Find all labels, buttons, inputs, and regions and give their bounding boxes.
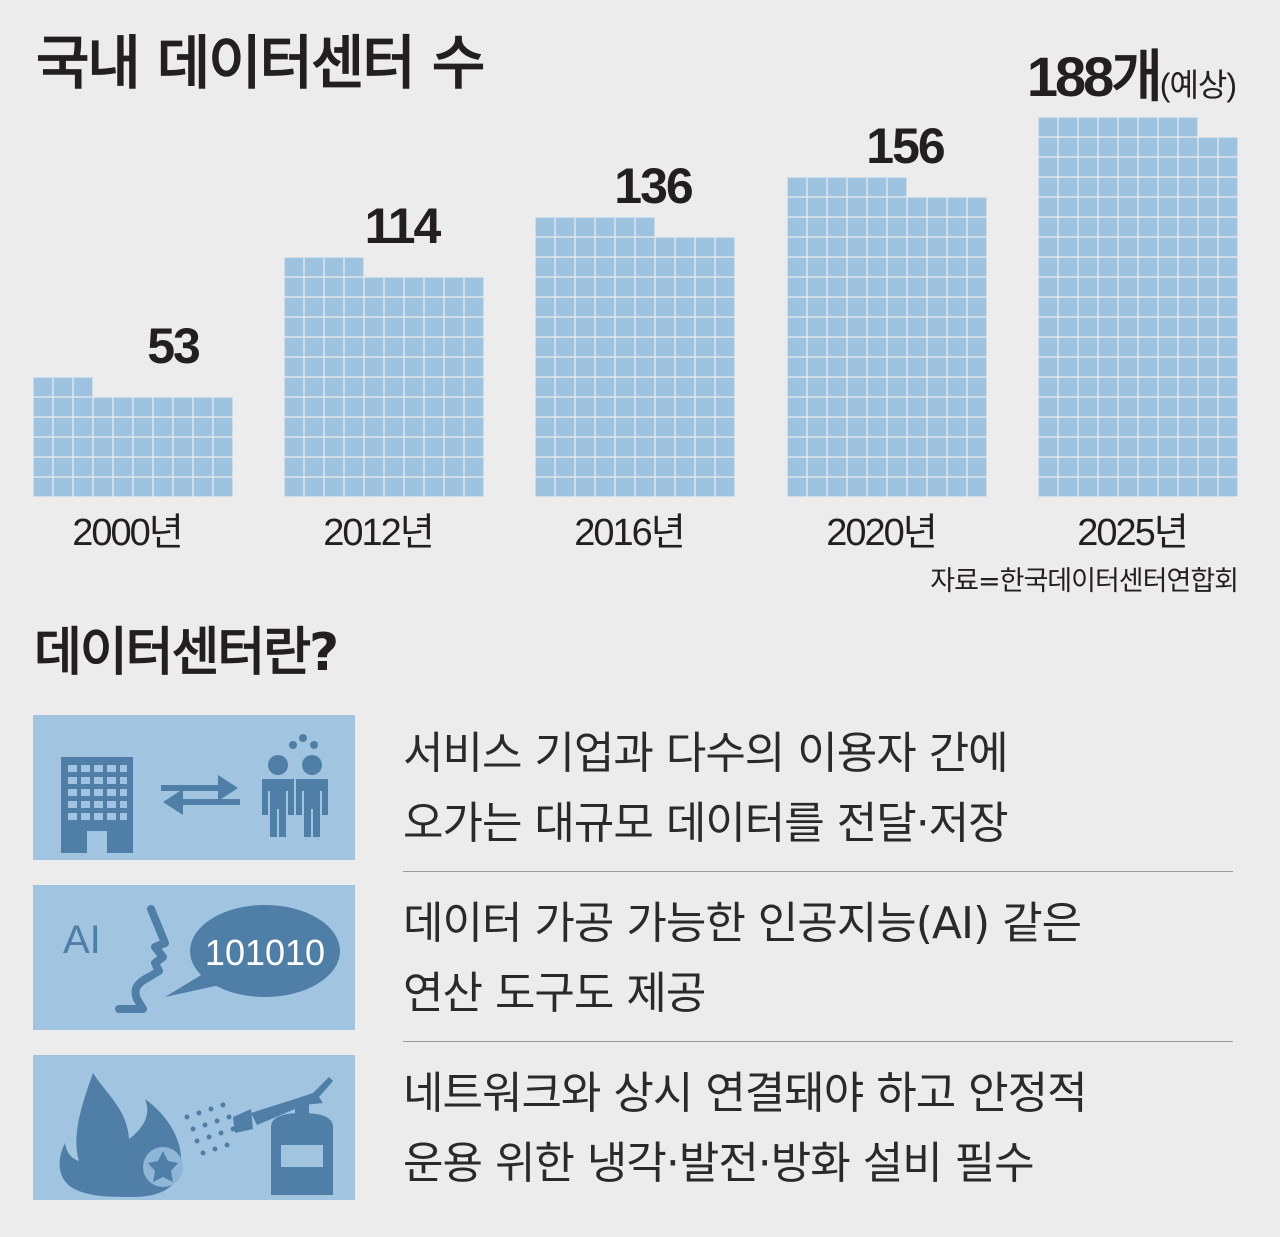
- ai-speech-icon: AI 101010: [63, 905, 340, 1013]
- value-label: 53: [147, 318, 199, 374]
- feature-data-exchange: 서비스 기업과 다수의 이용자 간에 오가는 대규모 데이터를 전달·저장: [33, 715, 1233, 860]
- feature-text-line: 서비스 기업과 다수의 이용자 간에: [403, 728, 1009, 779]
- value-label: 188개(예상): [1027, 45, 1236, 108]
- bar-3: [535, 217, 735, 497]
- category-label: 2025년: [1077, 512, 1187, 554]
- feature-icon-panel: [33, 715, 355, 860]
- feature-cooling-power-fire: 네트워크와 상시 연결돼야 하고 안정적 운용 위한 냉각·발전·방화 설비 필…: [33, 1055, 1233, 1200]
- feature-text-line: 운용 위한 냉각·발전·방화 설비 필수: [403, 1138, 1035, 1189]
- category-label: 2016년: [574, 512, 684, 554]
- feature-text-line: 연산 도구도 제공: [403, 968, 706, 1019]
- feature-text-line: 오가는 대규모 데이터를 전달·저장: [403, 798, 1009, 849]
- divider: [403, 1041, 1233, 1042]
- divider: [403, 871, 1233, 872]
- data-center-count-chart: 53 2000년 114 2012년 136 2016년 156 2020년 188개(예상) 2…: [33, 45, 1238, 554]
- bar-1: [33, 377, 233, 497]
- bar-5: [1038, 117, 1238, 497]
- category-label: 2020년: [826, 512, 936, 554]
- feature-icon-panel: AI 101010: [33, 885, 355, 1030]
- value-label: 156: [866, 118, 944, 174]
- fire-extinguisher-icon: [59, 1073, 333, 1197]
- value-label: 114: [365, 198, 442, 254]
- building-data-exchange-icon: [61, 734, 328, 853]
- source-note: 자료=한국데이터센터연합회: [930, 566, 1239, 597]
- section-title: 데이터센터란?: [34, 623, 339, 683]
- feature-icon-panel: [33, 1055, 355, 1200]
- bar-4: [787, 177, 987, 497]
- feature-ai-computation: AI 101010 데이터 가공 가능한 인공지능(AI) 같은 연산 도구도 …: [33, 885, 1233, 1030]
- feature-text-line: 네트워크와 상시 연결돼야 하고 안정적: [403, 1068, 1088, 1119]
- binary-text: 101010: [205, 932, 325, 973]
- feature-text-line: 데이터 가공 가능한 인공지능(AI) 같은: [403, 898, 1082, 949]
- chart-title: 국내 데이터센터 수: [36, 29, 485, 97]
- value-label: 136: [614, 158, 692, 214]
- bar-2: [284, 257, 484, 497]
- ai-label: AI: [63, 918, 101, 962]
- category-label: 2012년: [323, 512, 433, 554]
- category-label: 2000년: [72, 512, 182, 554]
